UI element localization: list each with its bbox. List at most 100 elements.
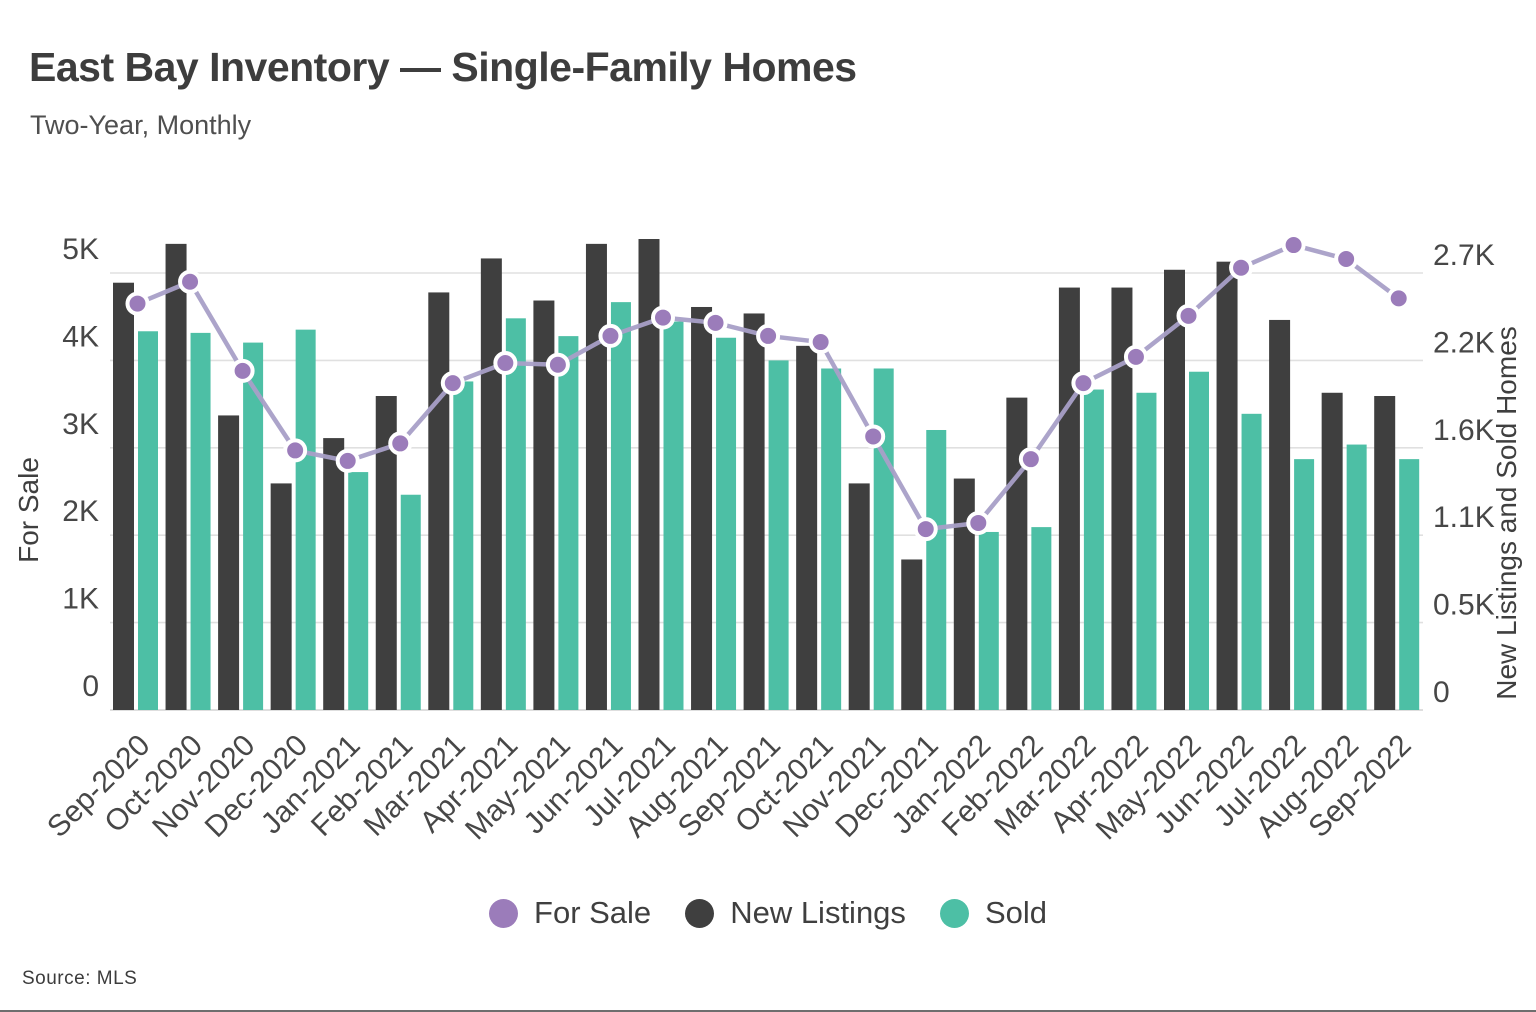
- for-sale-point: [230, 358, 255, 383]
- for-sale-point: [440, 371, 465, 396]
- bar-new-listings: [1164, 269, 1185, 710]
- left-axis-tick: 1K: [62, 583, 99, 616]
- source-note: Source: MLS: [22, 968, 138, 989]
- bar-sold: [978, 531, 999, 710]
- legend-item-new-listings: New Listings: [685, 895, 906, 931]
- bar-sold: [873, 368, 894, 710]
- bar-sold: [821, 368, 842, 710]
- for-sale-point: [493, 351, 518, 376]
- legend-label-for-sale: For Sale: [534, 895, 652, 930]
- bar-sold: [190, 332, 211, 710]
- legend-label-new-listings: New Listings: [730, 895, 906, 930]
- for-sale-point: [1071, 371, 1096, 396]
- bar-sold: [1083, 389, 1104, 710]
- for-sale-point: [335, 448, 360, 473]
- bar-sold: [453, 381, 474, 710]
- legend-swatch-sold-icon: [939, 898, 969, 928]
- right-axis-tick: 0: [1433, 676, 1450, 709]
- bar-new-listings: [691, 306, 713, 710]
- chart-subtitle: Two-Year, Monthly: [30, 110, 252, 140]
- left-axis-title: For Sale: [13, 457, 44, 563]
- bar-new-listings: [270, 483, 292, 710]
- for-sale-point: [283, 438, 308, 463]
- bar-sold: [768, 360, 789, 710]
- bar-new-listings: [218, 415, 240, 710]
- left-axis: 0 1K 2K 3K 4K 5K For Sale: [13, 233, 99, 703]
- bar-sold: [1136, 392, 1157, 710]
- bar-new-listings: [480, 258, 502, 710]
- bar-sold: [1399, 459, 1420, 710]
- right-axis-tick: 1.6K: [1433, 414, 1495, 447]
- bar-sold: [610, 302, 631, 710]
- bar-new-listings: [953, 478, 975, 710]
- legend-item-for-sale: For Sale: [489, 895, 651, 931]
- bar-new-listings: [1216, 261, 1238, 710]
- bar-sold: [926, 429, 947, 710]
- bar-new-listings: [901, 559, 923, 710]
- for-sale-point: [966, 510, 991, 535]
- for-sale-point: [1018, 447, 1043, 472]
- right-axis-tick: 1.1K: [1433, 501, 1495, 534]
- for-sale-point: [703, 310, 728, 335]
- bar-sold: [243, 342, 264, 710]
- bar-new-listings: [113, 282, 134, 710]
- page-title: East Bay Inventory — Single-Family Homes: [29, 44, 857, 90]
- for-sale-point: [545, 352, 570, 377]
- bar-sold: [348, 472, 369, 710]
- bar-new-listings: [1321, 392, 1343, 710]
- right-axis-title: New Listings and Sold Homes: [1491, 326, 1522, 700]
- bar-sold: [505, 318, 526, 710]
- for-sale-point: [1176, 303, 1201, 328]
- bar-new-listings: [585, 243, 607, 710]
- for-sale-point: [808, 330, 833, 355]
- bar-sold: [138, 331, 158, 710]
- bar-new-listings: [743, 313, 765, 710]
- legend-swatch-for-sale-icon: [489, 898, 519, 928]
- bar-sold: [295, 329, 316, 710]
- bar-sold: [663, 321, 684, 710]
- left-axis-tick: 2K: [62, 495, 99, 528]
- for-sale-point: [1386, 286, 1411, 311]
- bar-sold: [1346, 444, 1367, 710]
- bar-sold: [716, 337, 737, 710]
- bar-new-listings: [1111, 287, 1133, 710]
- for-sale-point: [1334, 247, 1359, 272]
- bar-sold: [1241, 413, 1262, 710]
- for-sale-point: [1281, 233, 1306, 258]
- left-axis-tick: 3K: [62, 408, 99, 441]
- bar-new-listings: [796, 345, 818, 710]
- for-sale-point: [1229, 255, 1254, 280]
- for-sale-point: [861, 424, 886, 449]
- bar-sold: [558, 336, 579, 710]
- legend-item-sold: Sold: [939, 895, 1047, 931]
- for-sale-line: [125, 233, 1411, 542]
- for-sale-point: [178, 269, 203, 294]
- right-axis: 0 0.5K 1.1K 1.6K 2.2K 2.7K New Listings and So…: [1433, 239, 1522, 709]
- for-sale-point: [125, 291, 150, 316]
- for-sale-point: [598, 323, 623, 348]
- bar-sold: [1294, 459, 1315, 710]
- bar-new-listings: [1374, 396, 1396, 710]
- bar-new-listings: [533, 300, 555, 710]
- right-axis-tick: 2.7K: [1433, 239, 1495, 272]
- left-axis-tick: 4K: [62, 320, 99, 353]
- right-axis-tick: 2.2K: [1433, 326, 1495, 359]
- bar-new-listings: [165, 243, 187, 710]
- for-sale-point: [388, 431, 413, 456]
- for-sale-point: [913, 517, 938, 542]
- right-axis-tick: 0.5K: [1433, 589, 1495, 622]
- chart-legend: For Sale New Listings Sold: [0, 895, 1536, 931]
- bar-new-listings: [428, 292, 450, 710]
- bar-new-listings: [638, 239, 660, 710]
- bar-sold: [400, 494, 421, 710]
- left-axis-tick: 5K: [62, 233, 99, 266]
- bar-sold: [1031, 527, 1052, 710]
- left-axis-tick: 0: [82, 670, 99, 703]
- bar-new-listings: [1269, 319, 1291, 710]
- new-listings-bars: [113, 239, 1396, 710]
- bar-sold: [1189, 371, 1209, 710]
- x-axis-labels: Sep-2020Oct-2020Nov-2020Dec-2020Jan-2021…: [41, 729, 1418, 847]
- legend-label-sold: Sold: [984, 895, 1047, 930]
